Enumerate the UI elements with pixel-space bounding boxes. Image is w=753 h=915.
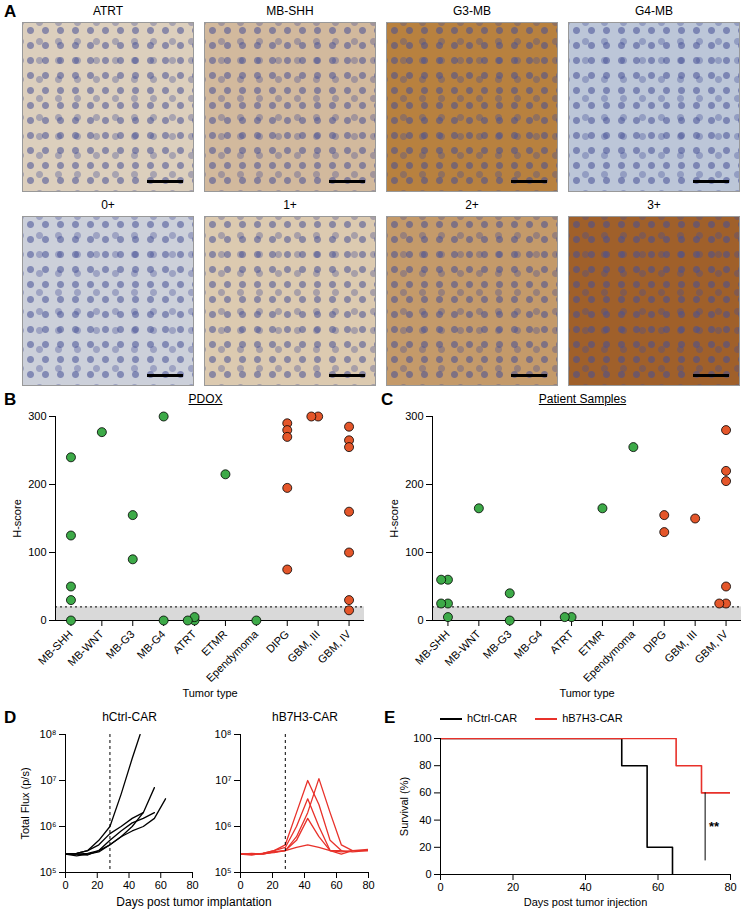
- svg-text:60: 60: [419, 786, 431, 798]
- svg-text:Total Flux (p/s): Total Flux (p/s): [19, 767, 31, 839]
- svg-text:Survival (%): Survival (%): [398, 777, 410, 836]
- svg-text:20: 20: [507, 881, 519, 893]
- svg-text:Days post tumor injection: Days post tumor injection: [524, 896, 648, 908]
- svg-text:20: 20: [91, 879, 103, 891]
- svg-text:MB-G4: MB-G4: [134, 628, 167, 661]
- svg-text:H-score: H-score: [11, 499, 23, 538]
- svg-text:10⁷: 10⁷: [40, 774, 56, 786]
- html-text:A: A: [4, 2, 17, 21]
- html-text:ATRT: ATRT: [92, 4, 124, 18]
- svg-text:ETMR: ETMR: [198, 627, 230, 659]
- svg-text:10⁶: 10⁶: [40, 820, 57, 832]
- html-text:G3-MB: G3-MB: [453, 4, 491, 18]
- svg-text:200: 200: [405, 478, 423, 490]
- svg-text:ATRT: ATRT: [547, 628, 575, 656]
- svg-text:MB-G3: MB-G3: [481, 628, 514, 661]
- svg-text:60: 60: [652, 881, 664, 893]
- svg-text:0: 0: [417, 614, 423, 626]
- svg-text:Ependymoma: Ependymoma: [204, 627, 261, 684]
- svg-text:Tumor type: Tumor type: [182, 687, 237, 699]
- svg-text:Tumor type: Tumor type: [559, 687, 614, 699]
- svg-text:80: 80: [724, 881, 736, 893]
- svg-text:100: 100: [405, 546, 423, 558]
- svg-text:DIPG: DIPG: [641, 628, 669, 656]
- svg-text:200: 200: [28, 478, 46, 490]
- svg-text:40: 40: [123, 879, 135, 891]
- html-text:C: C: [381, 390, 394, 409]
- html-text:hCtrl-CAR: hCtrl-CAR: [467, 712, 518, 724]
- html-text:G4-MB: G4-MB: [635, 4, 673, 18]
- svg-text:0: 0: [62, 879, 68, 891]
- svg-text:300: 300: [28, 410, 46, 422]
- svg-text:0: 0: [40, 614, 46, 626]
- svg-text:DIPG: DIPG: [264, 628, 292, 656]
- svg-text:0: 0: [437, 881, 443, 893]
- svg-text:ATRT: ATRT: [170, 628, 198, 656]
- svg-text:20: 20: [419, 841, 431, 853]
- html-text:3+: 3+: [647, 198, 661, 212]
- svg-text:MB-SHH: MB-SHH: [35, 627, 75, 667]
- svg-text:MB-SHH: MB-SHH: [412, 627, 452, 667]
- svg-text:MB-WNT: MB-WNT: [442, 628, 483, 669]
- html-text:0+: 0+: [101, 198, 115, 212]
- svg-text:80: 80: [186, 879, 198, 891]
- svg-text:100: 100: [413, 732, 431, 744]
- svg-text:40: 40: [298, 879, 310, 891]
- html-text:hCtrl-CAR: hCtrl-CAR: [102, 710, 157, 724]
- svg-text:GBM, III: GBM, III: [662, 627, 700, 665]
- html-text:E: E: [384, 708, 396, 727]
- html-text:MB-SHH: MB-SHH: [266, 4, 314, 18]
- svg-text:10⁶: 10⁶: [215, 820, 232, 832]
- svg-text:60: 60: [155, 879, 167, 891]
- svg-text:100: 100: [28, 546, 46, 558]
- svg-text:GBM, IV: GBM, IV: [315, 627, 353, 665]
- html-text:D: D: [4, 708, 17, 727]
- html-text:hB7H3-CAR: hB7H3-CAR: [562, 712, 623, 724]
- svg-text:10⁸: 10⁸: [40, 728, 57, 740]
- svg-text:GBM, IV: GBM, IV: [692, 627, 730, 665]
- svg-text:0: 0: [425, 868, 431, 880]
- svg-text:300: 300: [405, 410, 423, 422]
- svg-text:MB-WNT: MB-WNT: [65, 628, 106, 669]
- svg-text:80: 80: [419, 759, 431, 771]
- svg-text:10⁷: 10⁷: [215, 774, 231, 786]
- html-text:B: B: [4, 390, 17, 409]
- html-text:Days post tumor implantation: Days post tumor implantation: [116, 895, 272, 909]
- html-text:2+: 2+: [465, 198, 479, 212]
- html-text:PDOX: PDOX: [188, 392, 223, 406]
- svg-text:Ependymoma: Ependymoma: [581, 627, 638, 684]
- svg-text:ETMR: ETMR: [575, 627, 607, 659]
- html-text:hB7H3-CAR: hB7H3-CAR: [272, 710, 338, 724]
- svg-text:10⁸: 10⁸: [215, 728, 232, 740]
- svg-text:10⁵: 10⁵: [40, 866, 57, 878]
- svg-text:40: 40: [579, 881, 591, 893]
- svg-text:MB-G4: MB-G4: [511, 628, 544, 661]
- svg-text:**: **: [709, 819, 720, 834]
- svg-text:H-score: H-score: [388, 499, 400, 538]
- svg-text:80: 80: [362, 879, 374, 891]
- svg-text:0: 0: [237, 879, 243, 891]
- svg-text:MB-G3: MB-G3: [104, 628, 137, 661]
- svg-text:10⁵: 10⁵: [215, 866, 232, 878]
- svg-text:40: 40: [419, 814, 431, 826]
- svg-text:20: 20: [266, 879, 278, 891]
- html-text:Patient Samples: Patient Samples: [538, 392, 627, 406]
- svg-text:60: 60: [330, 879, 342, 891]
- svg-text:GBM, III: GBM, III: [285, 627, 323, 665]
- html-text:1+: 1+: [283, 198, 297, 212]
